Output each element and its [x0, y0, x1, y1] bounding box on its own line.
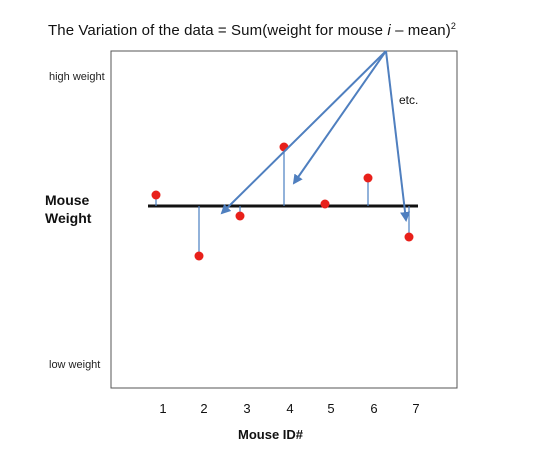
diagram-title: The Variation of the data = Sum(weight f… [48, 21, 456, 40]
mouse-id-tick: 6 [370, 401, 378, 416]
mouse-point-4 [279, 142, 289, 152]
mouse-point-1 [151, 190, 161, 200]
mouse-id-ticks: 1 2 3 4 5 6 7 [0, 401, 547, 419]
mouse-id-tick: 7 [412, 401, 420, 416]
y-axis-label-line1: Mouse [45, 192, 90, 208]
y-axis-label-line2: Weight [45, 210, 92, 226]
mouse-point-7 [404, 232, 414, 242]
mouse-id-tick: 4 [286, 401, 294, 416]
high-weight-label: high weight [49, 71, 105, 83]
plot-frame [110, 50, 458, 389]
low-weight-label: low weight [49, 359, 101, 371]
arrow-to-deviation-4 [292, 50, 387, 185]
mouse-id-tick: 2 [200, 401, 208, 416]
mouse-point-6 [363, 173, 373, 183]
mouse-id-tick: 5 [327, 401, 335, 416]
mouse-point-5 [320, 199, 330, 209]
x-axis-label: Mouse ID# [238, 427, 304, 442]
arrow-to-deviation-2 [220, 50, 387, 215]
mouse-point-3 [235, 211, 245, 221]
mouse-point-2 [194, 251, 204, 261]
mouse-id-tick: 3 [243, 401, 251, 416]
arrow-to-deviation-7 [385, 50, 411, 222]
etc-label: etc. [399, 93, 419, 107]
y-axis-label: Mouse Weight [45, 191, 91, 227]
mouse-id-tick: 1 [159, 401, 167, 416]
